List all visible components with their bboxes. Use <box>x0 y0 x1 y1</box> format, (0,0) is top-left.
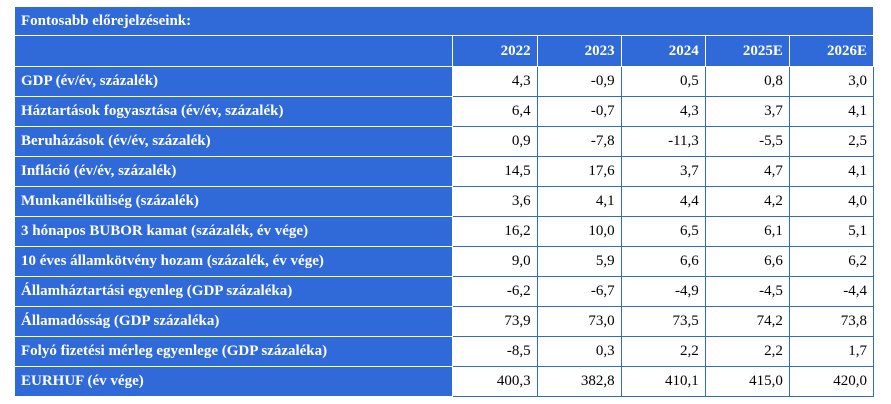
table-row: 10 éves államkötvény hozam (százalék, év… <box>13 246 875 277</box>
forecast-table-container: Fontosabb előrejelzéseink: 2022 2023 202… <box>13 6 875 397</box>
value-cell: 3,7 <box>704 96 790 127</box>
value-cell: 73,8 <box>788 306 875 337</box>
value-cell: 3,7 <box>620 156 706 187</box>
column-header: 2024 <box>620 35 706 67</box>
column-header: 2023 <box>536 35 622 67</box>
row-label: GDP (év/év, százalék) <box>13 66 454 97</box>
table-title: Fontosabb előrejelzéseink: <box>14 6 874 36</box>
value-cell: 17,6 <box>536 156 622 187</box>
value-cell: 73,9 <box>452 306 538 337</box>
value-cell: 0,5 <box>620 66 706 97</box>
value-cell: 5,9 <box>536 246 622 277</box>
column-header: 2026E <box>788 35 875 67</box>
row-label: 10 éves államkötvény hozam (százalék, év… <box>13 246 454 277</box>
value-cell: -4,5 <box>704 276 790 307</box>
value-cell: 4,4 <box>620 186 706 217</box>
value-cell: 6,5 <box>620 216 706 247</box>
table-title-row: Fontosabb előrejelzéseink: <box>14 6 874 36</box>
table-row: Államadósság (GDP százaléka) 73,9 73,0 73,5… <box>13 306 875 337</box>
value-cell: 4,2 <box>704 186 790 217</box>
value-cell: -6,7 <box>536 276 622 307</box>
value-cell: -8,5 <box>452 336 538 367</box>
row-label: Infláció (év/év, százalék) <box>13 156 454 187</box>
row-label: Munkanélküliség (százalék) <box>13 186 454 217</box>
value-cell: 73,0 <box>536 306 622 337</box>
row-label: Háztartások fogyasztása (év/év, százalék… <box>13 96 454 127</box>
value-cell: -7,8 <box>536 126 622 157</box>
forecast-table: Fontosabb előrejelzéseink: 2022 2023 202… <box>13 6 875 397</box>
value-cell: 4,3 <box>620 96 706 127</box>
value-cell: 415,0 <box>704 366 790 397</box>
value-cell: 2,5 <box>788 126 875 157</box>
value-cell: 1,7 <box>788 336 875 367</box>
value-cell: 0,3 <box>536 336 622 367</box>
value-cell: 4,3 <box>452 66 538 97</box>
value-cell: -6,2 <box>452 276 538 307</box>
value-cell: -4,4 <box>788 276 875 307</box>
value-cell: 2,2 <box>704 336 790 367</box>
value-cell: 14,5 <box>452 156 538 187</box>
value-cell: 16,2 <box>452 216 538 247</box>
value-cell: 420,0 <box>788 366 875 397</box>
value-cell: 0,9 <box>452 126 538 157</box>
table-row: GDP (év/év, százalék) 4,3 -0,9 0,5 0,8 3,0 <box>13 66 875 97</box>
table-row: EURHUF (év vége) 400,3 382,8 410,1 415,0 420,… <box>13 366 875 397</box>
value-cell: 6,2 <box>788 246 875 277</box>
value-cell: 4,1 <box>788 156 875 187</box>
row-label: Beruházások (év/év, százalék) <box>13 126 454 157</box>
value-cell: 3,0 <box>788 66 875 97</box>
value-cell: -11,3 <box>620 126 706 157</box>
row-label: Folyó fizetési mérleg egyenlege (GDP szá… <box>13 336 454 367</box>
value-cell: 400,3 <box>452 366 538 397</box>
row-label: Államháztartási egyenleg (GDP százaléka) <box>13 276 454 307</box>
value-cell: 74,2 <box>704 306 790 337</box>
value-cell: 5,1 <box>788 216 875 247</box>
value-cell: 3,6 <box>452 186 538 217</box>
value-cell: 4,7 <box>704 156 790 187</box>
table-row: Infláció (év/év, százalék) 14,5 17,6 3,7 4,7… <box>13 156 875 187</box>
value-cell: -0,9 <box>536 66 622 97</box>
value-cell: 410,1 <box>620 366 706 397</box>
value-cell: 10,0 <box>536 216 622 247</box>
value-cell: 6,6 <box>704 246 790 277</box>
table-row: Munkanélküliség (százalék) 3,6 4,1 4,4 4,2 4,… <box>13 186 875 217</box>
table-row: Háztartások fogyasztása (év/év, százalék… <box>13 96 875 127</box>
value-cell: 6,1 <box>704 216 790 247</box>
value-cell: 6,4 <box>452 96 538 127</box>
value-cell: 9,0 <box>452 246 538 277</box>
value-cell: 73,5 <box>620 306 706 337</box>
table-row: Államháztartási egyenleg (GDP százaléka)… <box>13 276 875 307</box>
value-cell: -5,5 <box>704 126 790 157</box>
value-cell: 6,6 <box>620 246 706 277</box>
table-row: 3 hónapos BUBOR kamat (százalék, év vége… <box>13 216 875 247</box>
header-empty-cell <box>13 35 454 67</box>
value-cell: 4,0 <box>788 186 875 217</box>
row-label: 3 hónapos BUBOR kamat (százalék, év vége… <box>13 216 454 247</box>
value-cell: 4,1 <box>536 186 622 217</box>
row-label: EURHUF (év vége) <box>13 366 454 397</box>
value-cell: -4,9 <box>620 276 706 307</box>
value-cell: 2,2 <box>620 336 706 367</box>
column-header: 2025E <box>704 35 790 67</box>
table-row: Folyó fizetési mérleg egyenlege (GDP szá… <box>13 336 875 367</box>
column-header-row: 2022 2023 2024 2025E 2026E <box>13 35 875 67</box>
value-cell: 0,8 <box>704 66 790 97</box>
column-header: 2022 <box>452 35 538 67</box>
row-label: Államadósság (GDP százaléka) <box>13 306 454 337</box>
value-cell: 382,8 <box>536 366 622 397</box>
value-cell: 4,1 <box>788 96 875 127</box>
value-cell: -0,7 <box>536 96 622 127</box>
table-row: Beruházások (év/év, százalék) 0,9 -7,8 -11,… <box>13 126 875 157</box>
